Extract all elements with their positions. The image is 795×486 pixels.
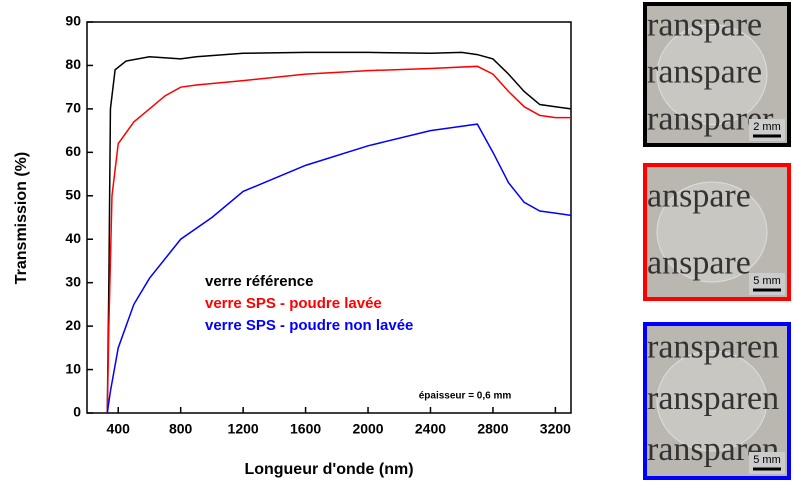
x-tick-label: 3200 (540, 421, 571, 437)
plot-frame (86, 21, 572, 414)
y-tick-label: 40 (65, 230, 81, 246)
photo-text: anspare (647, 177, 751, 214)
y-tick-label: 60 (65, 143, 81, 159)
x-tick-label: 2000 (352, 421, 383, 437)
y-axis-label: Transmission (%) (13, 152, 30, 284)
photo-text: ransparen (647, 328, 779, 365)
x-tick-label: 1600 (290, 421, 321, 437)
x-tick-label: 2400 (415, 421, 446, 437)
y-tick-label: 30 (65, 273, 81, 289)
legend-entry: verre SPS - poudre non lavée (205, 317, 413, 334)
series-line (106, 65, 571, 414)
glass-disc (656, 181, 768, 283)
annotation: épaisseur = 0,6 mm (419, 391, 512, 402)
series-line (106, 51, 572, 414)
scale-label: 2 mm (753, 121, 781, 133)
x-tick-label: 800 (169, 421, 193, 437)
y-tick-label: 50 (65, 186, 81, 202)
series-line (106, 123, 572, 414)
glass-disc (656, 24, 768, 125)
x-tick-label: 1200 (228, 421, 259, 437)
y-tick-label: 10 (65, 360, 81, 376)
legend-entry: verre SPS - poudre lavée (205, 295, 382, 312)
scale-label: 5 mm (753, 275, 781, 287)
x-axis-label: Longueur d'onde (nm) (244, 461, 413, 478)
photo-text: anspare (647, 244, 751, 281)
y-tick-label: 80 (65, 56, 81, 72)
y-tick-label: 70 (65, 100, 81, 116)
photo-text: ranspare (647, 53, 762, 90)
scale-label: 5 mm (753, 454, 781, 466)
x-tick-label: 2800 (477, 421, 508, 437)
y-tick-label: 20 (65, 317, 81, 333)
legend-entry: verre référence (205, 273, 313, 290)
photo-text: ranspare (647, 6, 762, 43)
y-tick-label: 0 (73, 404, 81, 420)
x-tick-label: 400 (107, 421, 131, 437)
glass-disc (656, 350, 768, 452)
y-tick-label: 90 (65, 13, 81, 29)
photo (643, 2, 791, 147)
photo-text: ransparen (647, 380, 779, 417)
